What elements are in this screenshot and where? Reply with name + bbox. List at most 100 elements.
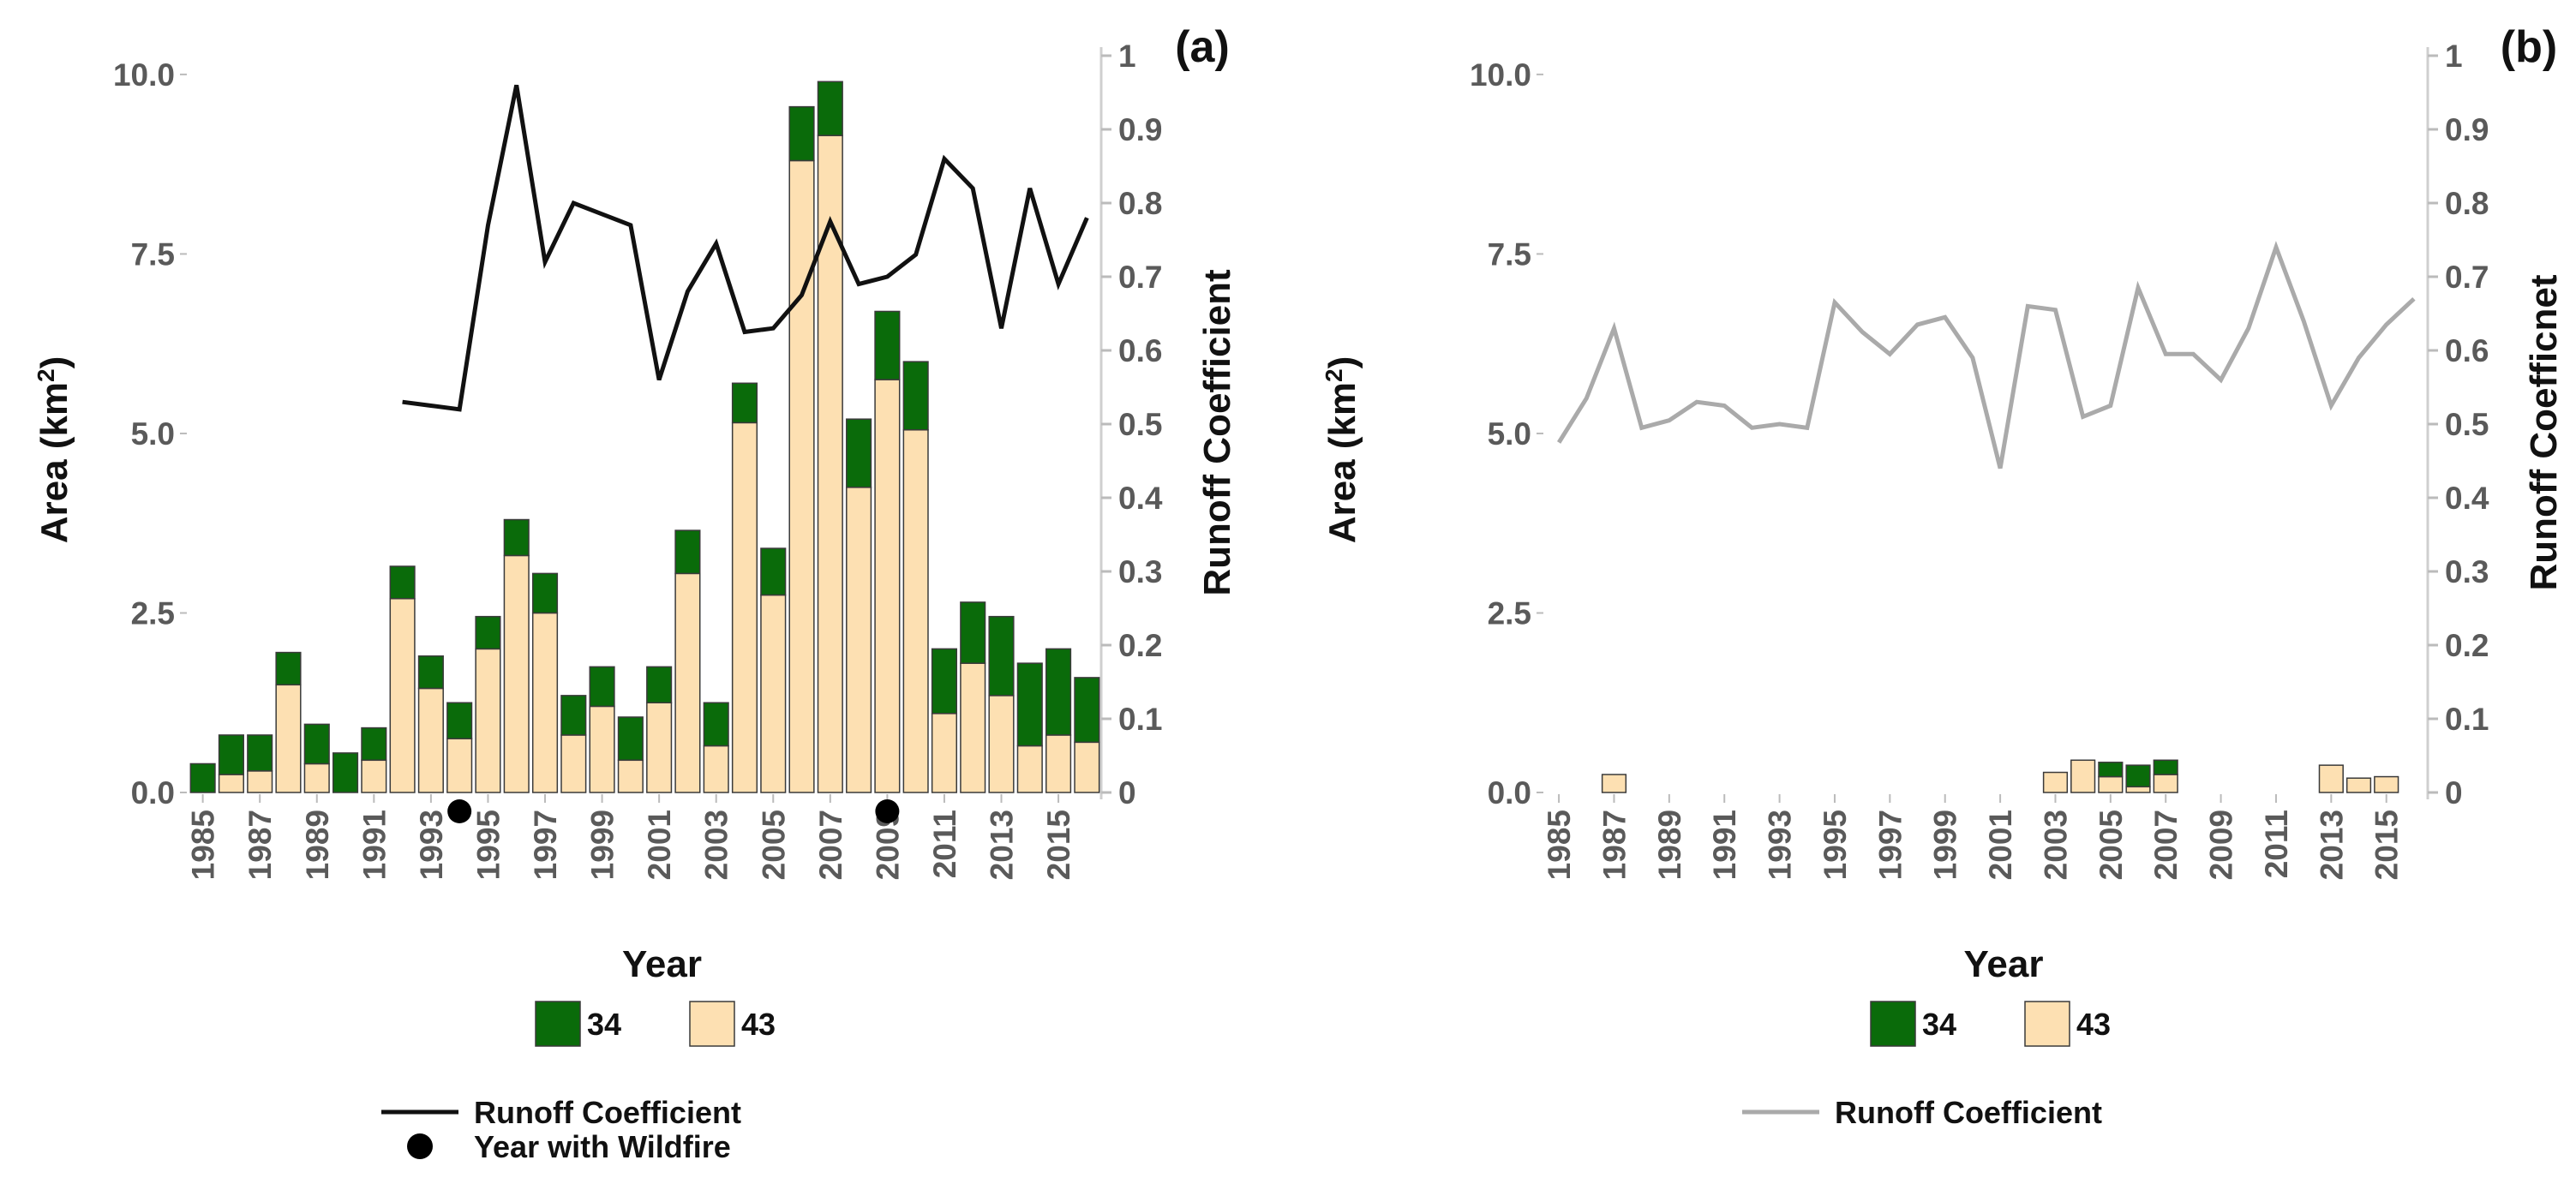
- bar-34-2007: [2153, 759, 2178, 775]
- legend-marker-swatch: [407, 1133, 433, 1159]
- y2-axis-title: Runoff Coefficnet: [2523, 274, 2565, 590]
- y-tick-label: 0.0: [1488, 775, 1531, 810]
- bar-34-2006: [788, 105, 815, 162]
- bar-43-1988: [275, 684, 302, 793]
- x-tick-label: 1995: [1818, 810, 1853, 880]
- legend-label-34: 34: [587, 1007, 621, 1042]
- x-tick-label: 2011: [927, 810, 962, 878]
- bar-43-1999: [589, 705, 615, 793]
- bar-43-2014: [2345, 777, 2372, 793]
- y-tick-label: 7.5: [1488, 236, 1531, 272]
- bar-43-1987: [247, 770, 273, 793]
- x-tick-label: 1985: [1542, 810, 1577, 880]
- y2-tick-label: 0.2: [1118, 628, 1162, 663]
- y-tick-label: 5.0: [1488, 416, 1531, 451]
- bar-43-2015: [1045, 734, 1072, 793]
- y-axis-title-sup: 2: [33, 368, 59, 382]
- x-tick-label: 1989: [300, 810, 335, 880]
- x-axis-title: Year: [622, 943, 702, 985]
- y-axis-title-close: ): [1321, 356, 1363, 369]
- runoff-coefficient-line: [1556, 241, 2416, 469]
- x-tick-label: 1989: [1652, 810, 1687, 880]
- legend-swatch-43: [689, 1001, 735, 1047]
- chart-panel-a: 0.0 2.5 5.0 7.5 10.0 0 0.1 0.2 0.3 0.4 0.5 0.6 0.7 0.…: [33, 22, 1239, 1164]
- bar-34-2005: [2098, 762, 2124, 778]
- bar-34-1994: [446, 702, 473, 739]
- legend-swatch-43: [2024, 1001, 2070, 1047]
- x-tick-label: 2001: [642, 810, 677, 880]
- bar-43-1996: [503, 554, 530, 793]
- bar-43-1995: [475, 648, 501, 793]
- bar-34-1985: [189, 762, 216, 793]
- y2-tick-label: 0.2: [2445, 628, 2489, 663]
- x-tick-label: 2009: [2204, 810, 2239, 880]
- y-tick-label: 0.0: [131, 775, 175, 810]
- y2-tick-label: 0.3: [1118, 554, 1162, 589]
- bar-43-2000: [617, 759, 644, 793]
- x-tick-label: 1991: [356, 810, 392, 880]
- y-tick-label: 2.5: [1488, 595, 1531, 631]
- bar-34-2015: [1045, 648, 1072, 736]
- y2-axis-title: Runoff Coefficient: [1196, 269, 1238, 596]
- bar-43-2004: [731, 422, 758, 793]
- bar-34-2007: [817, 81, 843, 136]
- bar-43-2006: [788, 159, 815, 793]
- bar-34-2006: [2125, 764, 2151, 788]
- bar-34-2009: [874, 310, 901, 380]
- y2-tick-label: 0.5: [1118, 407, 1162, 442]
- bar-43-2007: [817, 135, 843, 793]
- bar-43-2009: [874, 379, 901, 793]
- bar-43-1987: [1601, 774, 1627, 793]
- bar-43-2016: [1074, 741, 1100, 793]
- y-axis-title-close: ): [33, 356, 75, 369]
- bar-43-2003: [703, 744, 729, 793]
- bar-43-1997: [531, 612, 559, 793]
- bar-43-1986: [218, 774, 244, 793]
- legend-swatch-34: [1870, 1001, 1916, 1047]
- x-axis-title: Year: [1964, 943, 2044, 985]
- x-tick-label: 1987: [243, 810, 278, 880]
- bar-34-2016: [1074, 677, 1100, 744]
- legend-label-34: 34: [1922, 1007, 1956, 1042]
- bar-43-2006: [2125, 786, 2151, 793]
- bar-43-1993: [417, 687, 444, 793]
- bar-34-2003: [703, 702, 729, 747]
- y-axis-title: Area (km2): [1321, 356, 1364, 544]
- bar-43-2002: [674, 572, 701, 793]
- bar-43-1989: [303, 762, 330, 793]
- x-tick-label: 2005: [756, 810, 791, 880]
- bar-34-2002: [674, 529, 701, 575]
- bar-34-1989: [303, 723, 330, 765]
- bar-34-1999: [589, 666, 615, 708]
- bar-43-2010: [902, 429, 929, 793]
- panel-label: (a): [1175, 22, 1230, 72]
- y-tick-label: 10.0: [113, 57, 175, 93]
- wildfire-marker-1994: [447, 799, 472, 823]
- x-tick-label: 1987: [1597, 810, 1632, 880]
- runoff-coefficient-line: [402, 84, 1089, 412]
- y2-tick-label: 0.4: [1118, 481, 1163, 516]
- x-tick-label: 2013: [2314, 810, 2349, 880]
- x-tick-label: 2015: [2369, 810, 2405, 880]
- bar-34-1997: [531, 572, 559, 614]
- x-tick-label: 2001: [1983, 810, 2018, 880]
- bar-43-2001: [646, 702, 673, 793]
- bar-34-2005: [760, 547, 787, 596]
- y2-tick-label: 0.7: [1118, 260, 1162, 295]
- bar-43-1991: [361, 759, 387, 793]
- x-tick-label: 2007: [2148, 810, 2184, 880]
- y2-tick-label: 0: [2445, 775, 2463, 810]
- x-tick-label: 2013: [985, 810, 1020, 880]
- y2-tick-label: 0.6: [1118, 333, 1162, 368]
- x-tick-label: 1999: [585, 810, 620, 880]
- x-tick-label: 1993: [414, 810, 449, 880]
- bar-43-1992: [389, 597, 416, 793]
- bar-34-2001: [646, 666, 673, 703]
- legend-label-43: 43: [741, 1007, 776, 1042]
- x-tick-label: 1995: [470, 810, 506, 880]
- legend-swatch-34: [535, 1001, 581, 1047]
- y-axis-title-text: Area (km: [33, 382, 75, 543]
- bar-43-2012: [960, 662, 986, 793]
- bar-34-1990: [332, 752, 359, 793]
